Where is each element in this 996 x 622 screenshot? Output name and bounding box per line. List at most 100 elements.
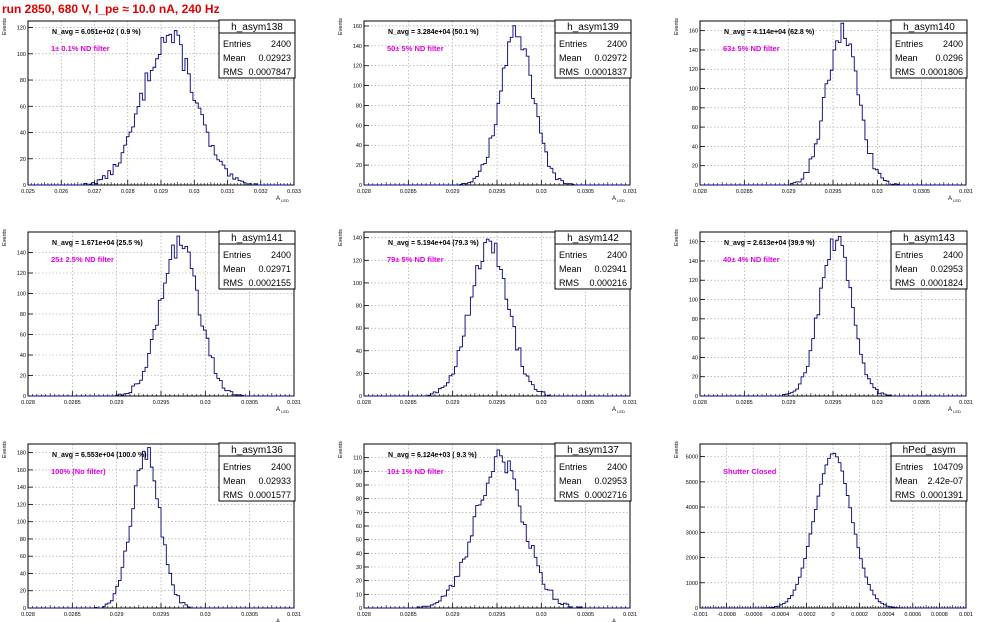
stat-box-title: h_asym142 — [567, 233, 619, 244]
y-tick-label: 60 — [356, 524, 362, 530]
histogram-panel-h_asym136: 0.028 0.0285 0.029 0.0295 0.03 0.0305 0.031 0 20… — [2, 441, 301, 622]
stat-value-entries: 104709 — [933, 462, 963, 472]
x-tick-label: 0.031 — [221, 189, 235, 195]
y-tick-label: 120 — [689, 278, 698, 284]
filter-label: Shutter Closed — [723, 467, 777, 476]
y-tick-label: 80 — [692, 317, 698, 323]
x-tick-label: 0.031 — [959, 189, 973, 195]
x-tick-label: 0.031 — [287, 400, 301, 406]
x-tick-label: 0.0305 — [577, 612, 594, 618]
y-tick-label: 140 — [689, 259, 698, 265]
n-avg-label: N_avg = 5.194e+04 (79.3 %) — [388, 240, 479, 247]
y-tick-label: 90 — [356, 483, 362, 489]
histogram-panel-h_asym139: 0.028 0.0285 0.029 0.0295 0.03 0.0305 0.031 0 20… — [338, 18, 637, 203]
n-avg-label: N_avg = 6.051e+02 ( 0.9 %) — [52, 29, 141, 36]
filter-label: 10± 1% ND filter — [387, 467, 444, 476]
y-tick-label: 100 — [689, 87, 698, 93]
stat-label-rms: RMS — [895, 278, 915, 288]
stat-label-entries: Entries — [895, 39, 924, 49]
y-tick-label: 100 — [17, 520, 26, 526]
y-tick-label: 20 — [20, 157, 26, 163]
y-tick-label: 0 — [23, 394, 26, 400]
x-tick-label: 0.029 — [110, 612, 124, 618]
stat-label-entries: Entries — [223, 39, 252, 49]
y-tick-label: 60 — [20, 104, 26, 110]
x-tick-label: 0.031 — [287, 612, 301, 618]
x-tick-label: 0.001 — [959, 612, 973, 618]
stat-label-rms: RMS — [559, 490, 579, 500]
stat-value-mean: 0.02971 — [258, 264, 291, 274]
x-tick-label: 0.03 — [872, 400, 883, 406]
histogram-panel-h_asym141: 0.028 0.0285 0.029 0.0295 0.03 0.0305 0.031 0 20… — [2, 229, 301, 414]
x-tick-label: 0.0305 — [913, 400, 930, 406]
x-tick-label: 0.03 — [872, 189, 883, 195]
stat-box-frame — [218, 442, 296, 502]
stat-box: h_asym138 Entries 2400 Mean 0.02923 RMS 0.0007… — [218, 19, 296, 79]
y-tick-label: 80 — [356, 103, 362, 109]
stat-value-entries: 2400 — [271, 462, 291, 472]
y-tick-label: 140 — [17, 251, 26, 257]
x-tick-label: -0.0004 — [770, 612, 789, 618]
x-tick-label: 0 — [831, 612, 834, 618]
x-tick-label: 0.027 — [88, 189, 102, 195]
filter-label: 63± 5% ND filter — [723, 44, 780, 53]
x-tick-label: 0.0305 — [241, 400, 258, 406]
stat-label-mean: Mean — [895, 476, 918, 486]
x-tick-label: 0.03 — [200, 400, 211, 406]
stat-label-entries: Entries — [895, 250, 924, 260]
stat-value-rms: 0.0002155 — [248, 278, 291, 288]
x-tick-label: 0.03 — [200, 612, 211, 618]
x-axis-title: A LED — [612, 407, 625, 414]
stat-box-title: hPed_asym — [903, 445, 956, 456]
stat-value-entries: 2400 — [943, 250, 963, 260]
stat-value-mean: 0.02972 — [594, 53, 627, 63]
histogram-line — [700, 22, 966, 186]
x-axis-title: A LED — [612, 196, 625, 203]
n-avg-label: N_avg = 6.124e+03 ( 9.3 %) — [388, 452, 477, 459]
stat-label-mean: Mean — [559, 53, 582, 63]
x-tick-label: -0.001 — [692, 612, 708, 618]
y-tick-label: 40 — [20, 571, 26, 577]
x-tick-label: 0.028 — [357, 400, 371, 406]
y-tick-label: 50 — [356, 538, 362, 544]
histogram-line — [364, 238, 630, 397]
stat-label-rms: RMS — [223, 490, 243, 500]
stat-value-rms: 0.0001806 — [920, 67, 963, 77]
y-tick-label: 140 — [17, 485, 26, 491]
y-tick-label: 140 — [353, 236, 362, 242]
histogram-line — [28, 235, 294, 397]
stat-value-mean: 0.02953 — [930, 264, 963, 274]
histogram-panel-h_asym138: 0.025 0.026 0.027 0.028 0.029 0.03 0.031 0.032 0… — [2, 18, 301, 203]
y-tick-label: 0 — [359, 394, 362, 400]
histogram-line — [28, 447, 294, 609]
x-tick-label: -0.0008 — [717, 612, 736, 618]
y-tick-label: 120 — [353, 258, 362, 264]
y-tick-label: 100 — [353, 84, 362, 90]
y-tick-label: 20 — [356, 579, 362, 585]
y-tick-label: 0 — [23, 606, 26, 612]
stat-box: hPed_asym Entries 104709 Mean 2.42e-07 RMS 0.0… — [890, 442, 968, 502]
x-tick-label: -0.0006 — [744, 612, 763, 618]
y-tick-label: 80 — [20, 537, 26, 543]
stat-value-entries: 2400 — [943, 39, 963, 49]
y-tick-label: 120 — [17, 26, 26, 32]
stat-value-entries: 2400 — [607, 250, 627, 260]
y-tick-label: 160 — [689, 240, 698, 246]
x-axis-title: A LED — [276, 407, 289, 414]
stat-value-rms: 0.0001391 — [920, 490, 963, 500]
x-tick-label: 0.029 — [154, 189, 168, 195]
stat-box-title: h_asym138 — [231, 22, 283, 33]
y-tick-label: 40 — [20, 353, 26, 359]
y-tick-label: 60 — [20, 333, 26, 339]
stat-label-mean: Mean — [895, 264, 918, 274]
y-tick-label: 40 — [20, 131, 26, 137]
y-axis-title: Events — [338, 441, 344, 458]
stat-value-mean: 0.02933 — [258, 476, 291, 486]
y-tick-label: 100 — [17, 52, 26, 58]
stat-label-mean: Mean — [559, 264, 582, 274]
y-axis-title: Events — [338, 229, 344, 246]
x-tick-label: 0.0002 — [851, 612, 868, 618]
stat-label-entries: Entries — [895, 462, 924, 472]
x-tick-label: 0.0295 — [489, 400, 506, 406]
